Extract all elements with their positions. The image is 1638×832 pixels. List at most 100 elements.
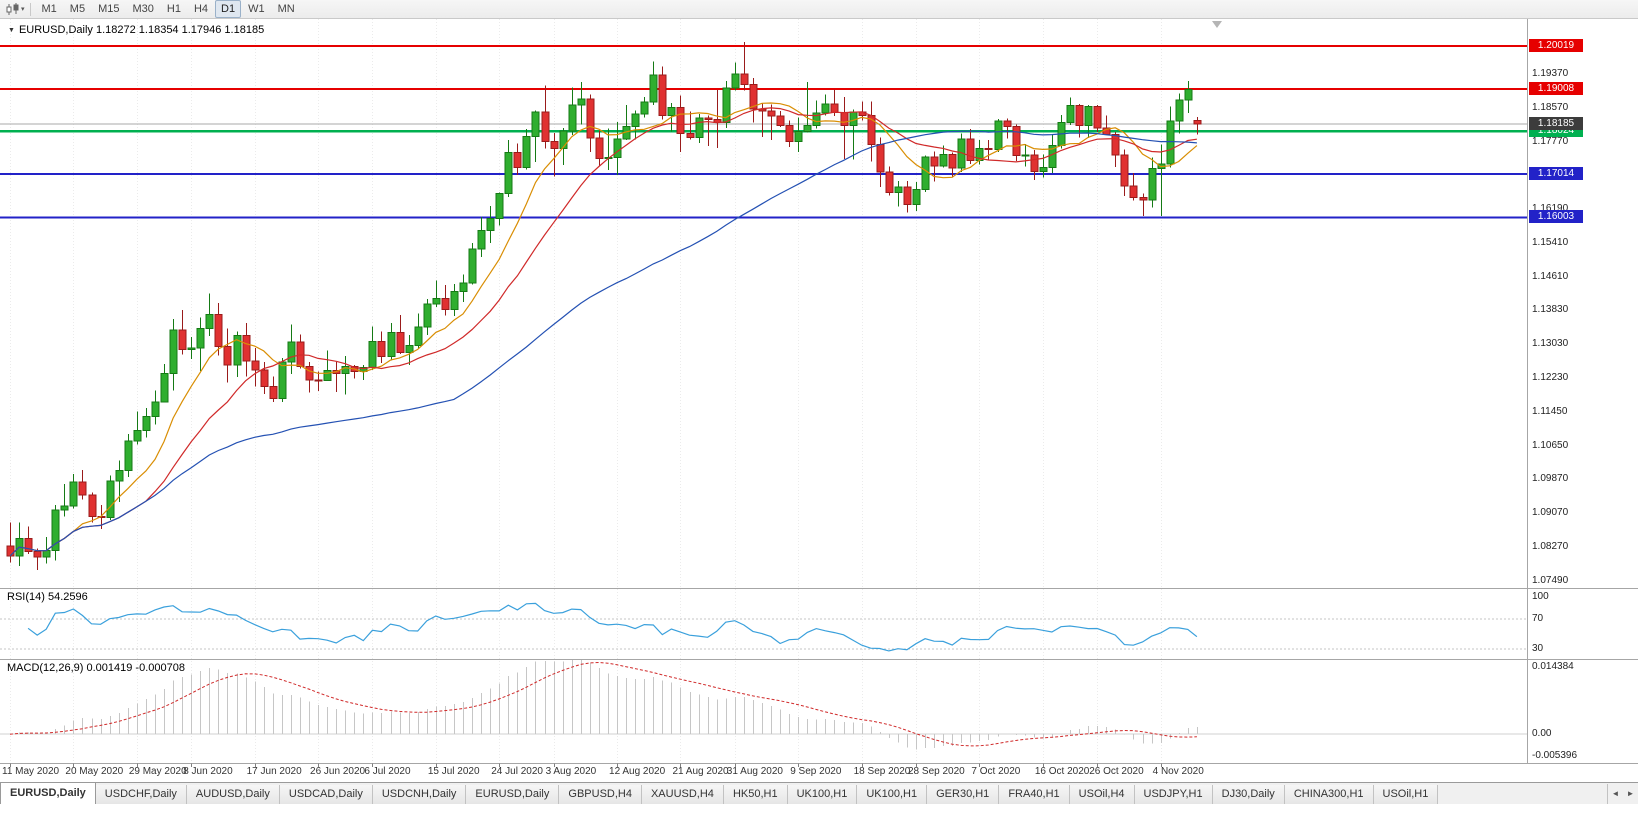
candlestick-chart-icon[interactable] xyxy=(4,2,21,17)
tab-scroll-right-icon[interactable]: ► xyxy=(1626,789,1635,798)
chart-tab-usdcad-daily[interactable]: USDCAD,Daily xyxy=(279,785,373,804)
candle-body xyxy=(550,141,559,149)
timeframe-button-h1[interactable]: H1 xyxy=(166,3,181,15)
timeframe-button-m5[interactable]: M5 xyxy=(69,3,86,15)
timeframe-buttons: M1 M5 M15 M30 H1 H4 D1 W1 MN xyxy=(36,0,302,18)
candle-body xyxy=(323,369,332,382)
candle-body xyxy=(377,341,386,358)
candle-body xyxy=(233,335,242,366)
timeframe-button-m15[interactable]: M15 xyxy=(98,3,120,15)
candle-body xyxy=(640,101,649,115)
chart-tab-hk50-h1[interactable]: HK50,H1 xyxy=(723,785,788,804)
price-axis-label: 1.09870 xyxy=(1532,473,1569,485)
chevron-down-icon[interactable]: ▾ xyxy=(21,6,25,13)
price-axis-label: 1.07490 xyxy=(1532,574,1569,586)
date-axis-label: 9 Sep 2020 xyxy=(790,766,842,777)
candle-body xyxy=(686,132,695,139)
chart-tab-usdcnh-daily[interactable]: USDCNH,Daily xyxy=(372,785,467,804)
candle-body xyxy=(885,171,894,193)
rsi-axis-label: 100 xyxy=(1532,590,1549,602)
candle-body xyxy=(106,480,115,519)
candle-body xyxy=(42,549,51,558)
candle-body xyxy=(984,147,993,151)
price-axis-label: 1.18570 xyxy=(1532,101,1569,113)
chart-tab-ger30-h1[interactable]: GER30,H1 xyxy=(927,785,1000,804)
candle-body xyxy=(88,494,97,517)
chart-tab-gbpusd-h4[interactable]: GBPUSD,H4 xyxy=(559,785,642,804)
candle-body xyxy=(223,345,232,366)
candle-body xyxy=(948,153,957,169)
tab-scroll-left-icon[interactable]: ◄ xyxy=(1611,789,1620,798)
macd-header: MACD(12,26,9) 0.001419 -0.000708 xyxy=(7,662,185,674)
chart-tab-uk100-h1[interactable]: UK100,H1 xyxy=(857,785,928,804)
date-axis-label: 3 Aug 2020 xyxy=(545,766,597,777)
candle-body xyxy=(812,112,821,127)
timeframe-button-mn[interactable]: MN xyxy=(277,3,295,15)
candle-body xyxy=(921,156,930,191)
chart-tab-uk100-h1[interactable]: UK100,H1 xyxy=(787,785,858,804)
chart-tab-china300-h1[interactable]: CHINA300,H1 xyxy=(1284,785,1374,804)
price-axis-label: 1.12230 xyxy=(1532,372,1569,384)
candle-body xyxy=(287,341,296,363)
chart-tab-eurusd-daily[interactable]: EURUSD,Daily xyxy=(466,785,560,804)
date-axis-label: 21 Aug 2020 xyxy=(672,766,729,777)
candle-body xyxy=(1012,126,1021,157)
candle-body xyxy=(341,365,350,375)
candle-body xyxy=(740,73,749,85)
candle-body xyxy=(957,138,966,169)
candle-body xyxy=(278,361,287,399)
candle-body xyxy=(1166,120,1175,165)
chart-tab-usdjpy-h1[interactable]: USDJPY,H1 xyxy=(1134,785,1213,804)
date-axis-label: 26 Oct 2020 xyxy=(1089,766,1144,777)
timeframe-button-w1[interactable]: W1 xyxy=(248,3,265,15)
chart-tab-xauusd-h4[interactable]: XAUUSD,H4 xyxy=(641,785,724,804)
horizontal-price-lines[interactable] xyxy=(0,44,1527,219)
candle-body xyxy=(803,125,812,132)
chart-tab-usoil-h1[interactable]: USOil,H1 xyxy=(1373,785,1439,804)
candle-body xyxy=(894,186,903,193)
rsi-header: RSI(14) 54.2596 xyxy=(7,591,88,603)
timeframe-button-m30[interactable]: M30 xyxy=(132,3,154,15)
tab-scroll-arrows: ◄ ► xyxy=(1607,784,1638,804)
candle-body xyxy=(459,282,468,292)
candle-body xyxy=(160,373,169,403)
timeframe-button-d1[interactable]: D1 xyxy=(215,0,242,18)
date-axis-label: 31 Aug 2020 xyxy=(726,766,783,777)
chart-shift-marker[interactable] xyxy=(1212,21,1222,28)
price-axis-label: 1.19370 xyxy=(1532,67,1569,79)
candle-body xyxy=(613,138,622,159)
candle-body xyxy=(477,229,486,250)
date-axis-label: 11 May 2020 xyxy=(2,766,60,777)
candle-body xyxy=(205,313,214,329)
timeframe-button-h4[interactable]: H4 xyxy=(193,3,209,15)
candle-body xyxy=(1003,120,1012,128)
rsi-axis-label: 70 xyxy=(1532,613,1544,625)
candle-body xyxy=(468,248,477,284)
chart-tab-usdchf-daily[interactable]: USDCHF,Daily xyxy=(95,785,187,804)
price-axis-label: 1.17770 xyxy=(1532,135,1569,147)
candle-body xyxy=(676,106,685,134)
timeframe-button-m1[interactable]: M1 xyxy=(41,3,57,15)
moving-average-lines xyxy=(9,102,1198,557)
date-axis-label: 7 Oct 2020 xyxy=(971,766,1021,777)
candle-body xyxy=(169,329,178,375)
candle-body xyxy=(1093,106,1102,129)
candle-body xyxy=(6,545,15,557)
expand-indicators-icon[interactable]: ▼ xyxy=(8,27,15,34)
price-axis-label: 1.16190 xyxy=(1532,203,1569,215)
chart-tab-fra40-h1[interactable]: FRA40,H1 xyxy=(999,785,1070,804)
chart-tab-dj30-daily[interactable]: DJ30,Daily xyxy=(1212,785,1285,804)
chart-tab-audusd-daily[interactable]: AUDUSD,Daily xyxy=(186,785,280,804)
chart-tab-eurusd-daily[interactable]: EURUSD,Daily xyxy=(0,783,96,804)
date-axis-label: 15 Jul 2020 xyxy=(427,766,480,777)
date-axis-label: 6 Jul 2020 xyxy=(364,766,411,777)
date-axis-label: 29 May 2020 xyxy=(128,766,187,777)
chart-tab-usoil-h4[interactable]: USOil,H4 xyxy=(1069,785,1135,804)
candle-body xyxy=(396,332,405,353)
candle-body xyxy=(821,103,830,114)
candle-body xyxy=(1184,88,1193,101)
chart-surface[interactable] xyxy=(0,0,1638,782)
candlestick-series xyxy=(6,42,1202,571)
date-axis-label: 18 Sep 2020 xyxy=(853,766,911,777)
candle-body xyxy=(214,313,223,347)
